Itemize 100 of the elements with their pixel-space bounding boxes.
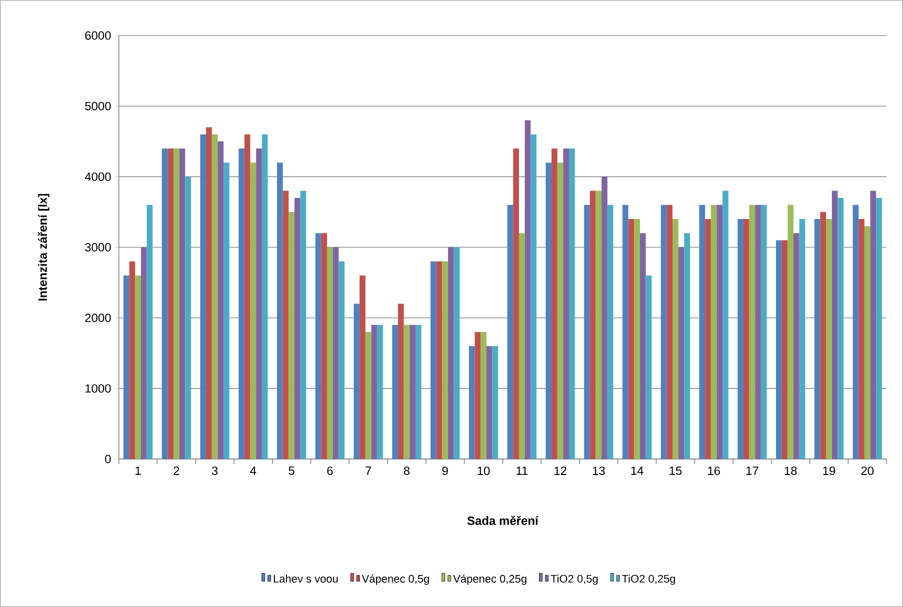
bar	[788, 204, 794, 460]
bar	[492, 346, 498, 460]
bar	[776, 240, 782, 460]
bar	[596, 190, 602, 460]
bar	[332, 247, 339, 460]
bar	[262, 134, 268, 460]
bar	[288, 212, 294, 460]
bar	[634, 219, 640, 460]
bar	[474, 332, 481, 460]
bar	[864, 226, 870, 460]
bar	[360, 276, 366, 460]
bar	[162, 148, 168, 460]
bar	[607, 204, 614, 460]
y-tick-label: 5000	[85, 102, 111, 110]
bar	[200, 134, 206, 460]
bar	[782, 240, 788, 460]
bar	[415, 324, 422, 460]
bar	[256, 148, 262, 460]
bar	[398, 304, 404, 460]
bar	[584, 204, 590, 460]
x-tick-label: 17	[746, 466, 758, 475]
legend-label: TiO2 0,5g	[550, 574, 598, 585]
bar	[602, 176, 608, 460]
bar	[590, 190, 596, 460]
bar	[518, 233, 525, 460]
bar	[628, 219, 634, 460]
bar	[569, 148, 575, 460]
bar	[238, 148, 244, 460]
bar	[173, 148, 180, 460]
bar	[224, 162, 230, 460]
legend-label: TiO2 0,25g	[622, 574, 676, 585]
bar	[480, 332, 486, 460]
bar	[185, 176, 191, 460]
bar	[140, 247, 147, 460]
bar	[146, 204, 153, 460]
bar	[486, 346, 492, 460]
bar	[678, 247, 684, 460]
bar	[646, 276, 652, 460]
bar	[448, 247, 454, 460]
x-tick-label: 14	[631, 466, 644, 475]
bar	[852, 204, 859, 460]
bar	[135, 276, 141, 460]
y-tick-label: 6000	[85, 31, 111, 40]
bar	[524, 120, 531, 460]
bar	[179, 148, 186, 460]
bar	[666, 204, 673, 460]
legend-label: Vápenec 0,25g	[453, 574, 526, 585]
bar	[722, 190, 728, 460]
bar	[738, 219, 744, 460]
bar	[468, 346, 475, 460]
y-axis-title: Intenzita záření [lx]	[38, 194, 50, 300]
legend-label: Lahev s voou	[274, 574, 338, 583]
y-tick-label: 2000	[85, 314, 111, 322]
bar	[371, 324, 378, 460]
x-tick-label: 1	[136, 466, 141, 475]
bar	[321, 233, 328, 460]
bar	[436, 261, 442, 460]
bar	[315, 233, 322, 460]
bar	[454, 247, 460, 460]
bar	[755, 204, 761, 460]
bar	[820, 212, 826, 460]
bar	[327, 247, 333, 460]
bar	[218, 141, 224, 460]
x-tick-label: 12	[554, 466, 566, 475]
bar	[826, 219, 832, 460]
bar	[338, 261, 345, 460]
x-tick-label: 16	[708, 466, 720, 476]
x-axis-title: Sada měření	[467, 516, 539, 525]
x-tick-label: 18	[784, 466, 797, 476]
bar	[530, 134, 536, 460]
bar	[430, 261, 436, 460]
bar	[672, 219, 678, 460]
bar	[244, 134, 250, 460]
bar	[552, 148, 558, 460]
bar	[838, 198, 844, 460]
y-tick-label: 4000	[84, 172, 111, 181]
bar	[684, 233, 690, 460]
bar	[814, 219, 820, 460]
x-tick-label: 20	[861, 466, 874, 476]
bar	[354, 304, 360, 460]
x-tick-label: 7	[366, 466, 372, 475]
bar	[212, 134, 218, 460]
bar	[622, 204, 628, 460]
bar	[410, 324, 416, 460]
bar	[563, 148, 570, 460]
bar	[716, 204, 723, 460]
x-tick-label: 10	[478, 466, 490, 476]
x-tick-label: 6	[327, 466, 333, 476]
bar	[123, 276, 130, 460]
bar	[129, 261, 136, 460]
bar	[206, 127, 212, 460]
bar	[640, 233, 646, 460]
bar	[660, 204, 667, 460]
x-tick-label: 9	[442, 466, 448, 476]
bar	[377, 324, 383, 460]
bar	[507, 204, 514, 460]
y-tick-label: 3000	[85, 243, 111, 252]
bar	[705, 219, 711, 460]
bar	[392, 324, 398, 460]
bar	[743, 219, 750, 460]
